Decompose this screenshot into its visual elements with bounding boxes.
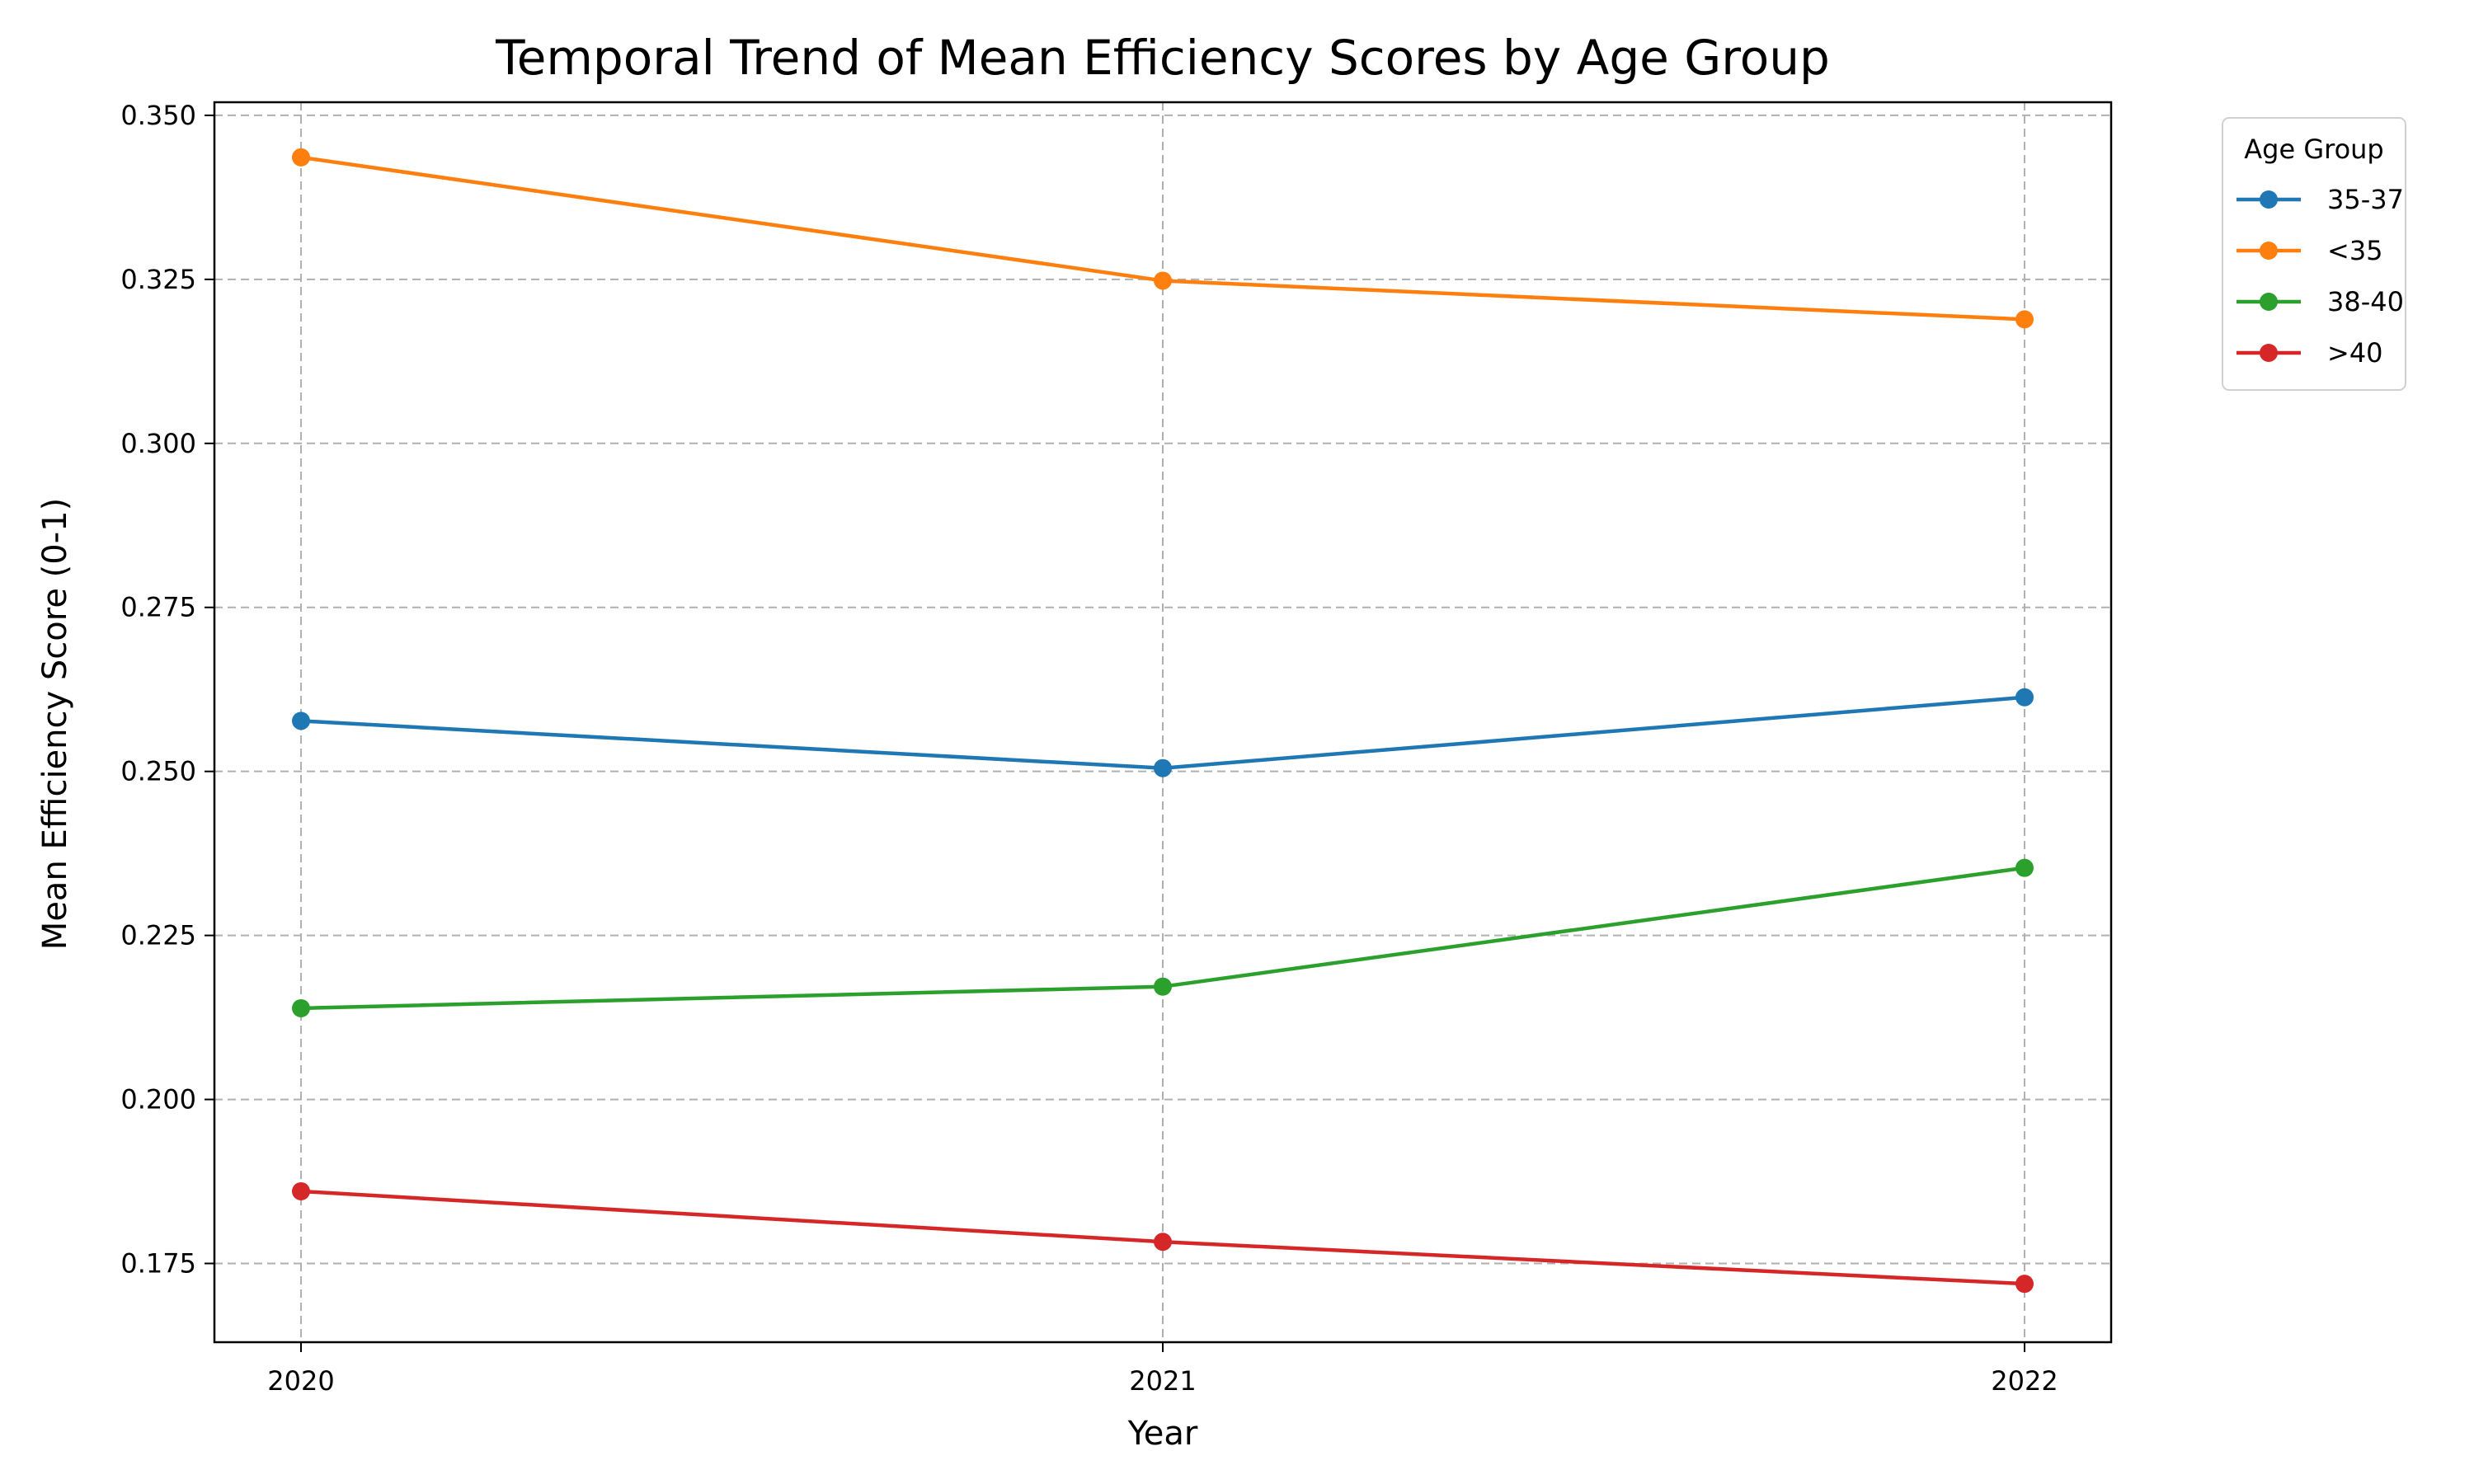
data-point bbox=[1154, 758, 1172, 777]
data-point bbox=[2015, 310, 2034, 329]
data-point bbox=[292, 711, 310, 730]
legend-marker bbox=[2260, 344, 2278, 362]
series-points bbox=[292, 148, 2034, 1294]
y-tick-label: 0.250 bbox=[120, 756, 196, 787]
data-point bbox=[2015, 858, 2034, 877]
y-tick-label: 0.300 bbox=[120, 428, 196, 459]
data-point bbox=[292, 998, 310, 1017]
legend-marker bbox=[2260, 190, 2278, 209]
y-tick-label: 0.325 bbox=[120, 264, 196, 295]
y-tick-label: 0.175 bbox=[120, 1248, 196, 1280]
legend-title: Age Group bbox=[2244, 134, 2383, 165]
legend-marker bbox=[2260, 293, 2278, 311]
legend-entry: <35 bbox=[2327, 235, 2383, 266]
legend-box bbox=[2222, 117, 2406, 391]
data-point bbox=[1154, 1233, 1172, 1252]
data-point bbox=[1154, 271, 1172, 290]
x-tick-label: 2020 bbox=[267, 1365, 334, 1397]
chart-title: Temporal Trend of Mean Efficiency Scores… bbox=[495, 30, 1830, 86]
x-axis-label: Year bbox=[1127, 1415, 1198, 1453]
y-axis-label: Mean Efficiency Score (0-1) bbox=[36, 498, 74, 950]
legend: Age Group 35-37 <35 38-40 >40 bbox=[2222, 117, 2406, 391]
data-point bbox=[292, 1181, 310, 1200]
y-tick-label: 0.350 bbox=[120, 100, 196, 131]
series-lines bbox=[300, 155, 2025, 1286]
y-tick-label: 0.275 bbox=[120, 592, 196, 623]
x-tick-label: 2021 bbox=[1129, 1365, 1196, 1397]
y-tick-label: 0.200 bbox=[120, 1084, 196, 1115]
data-point bbox=[2015, 688, 2034, 707]
data-point bbox=[292, 148, 310, 167]
y-tick-label: 0.225 bbox=[120, 920, 196, 951]
series-line-0 bbox=[300, 695, 2025, 770]
data-point bbox=[2015, 1275, 2034, 1294]
data-point bbox=[1154, 977, 1172, 996]
legend-entry: 38-40 bbox=[2327, 286, 2404, 317]
x-tick-label: 2022 bbox=[1991, 1365, 2058, 1397]
legend-entry: 35-37 bbox=[2327, 184, 2404, 215]
legend-marker bbox=[2260, 242, 2278, 260]
axis-ticks: 0.175 0.200 0.225 0.250 0.275 0.300 0.325 0.350… bbox=[120, 100, 2058, 1397]
legend-entry: >40 bbox=[2327, 337, 2383, 369]
